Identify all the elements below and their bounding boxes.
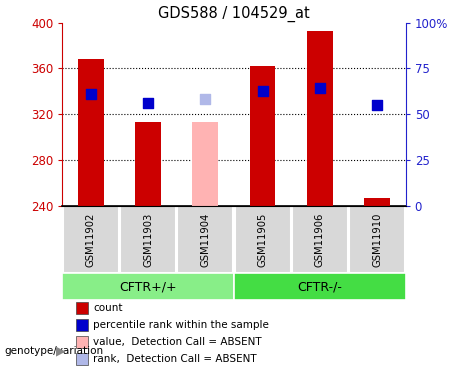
Title: GDS588 / 104529_at: GDS588 / 104529_at xyxy=(158,6,310,22)
Point xyxy=(144,100,152,106)
Bar xyxy=(364,198,390,206)
Text: ▶: ▶ xyxy=(56,344,66,357)
Text: percentile rank within the sample: percentile rank within the sample xyxy=(93,320,269,330)
FancyBboxPatch shape xyxy=(63,206,119,273)
Text: value,  Detection Call = ABSENT: value, Detection Call = ABSENT xyxy=(93,337,262,347)
Text: GSM11906: GSM11906 xyxy=(315,213,325,267)
Text: GSM11902: GSM11902 xyxy=(86,213,96,267)
Bar xyxy=(192,122,218,206)
Bar xyxy=(76,302,88,314)
Text: GSM11903: GSM11903 xyxy=(143,213,153,267)
Point xyxy=(373,102,381,108)
FancyBboxPatch shape xyxy=(235,206,290,273)
FancyBboxPatch shape xyxy=(177,206,233,273)
FancyBboxPatch shape xyxy=(349,206,405,273)
Text: CFTR+/+: CFTR+/+ xyxy=(119,280,177,293)
Text: rank,  Detection Call = ABSENT: rank, Detection Call = ABSENT xyxy=(93,354,257,364)
Bar xyxy=(76,336,88,348)
Text: GSM11905: GSM11905 xyxy=(258,213,267,267)
Text: genotype/variation: genotype/variation xyxy=(5,346,104,355)
Point xyxy=(87,90,95,96)
Text: GSM11910: GSM11910 xyxy=(372,213,382,267)
Text: CFTR-/-: CFTR-/- xyxy=(297,280,342,293)
FancyBboxPatch shape xyxy=(234,273,406,300)
Bar xyxy=(78,59,104,206)
Text: GSM11904: GSM11904 xyxy=(201,213,210,267)
FancyBboxPatch shape xyxy=(62,273,234,300)
FancyBboxPatch shape xyxy=(120,206,176,273)
Text: count: count xyxy=(93,303,123,313)
Bar xyxy=(307,30,333,206)
FancyBboxPatch shape xyxy=(292,206,348,273)
Point xyxy=(316,85,324,91)
Bar xyxy=(135,122,161,206)
Bar xyxy=(76,353,88,365)
Point xyxy=(259,88,266,94)
Point xyxy=(201,96,209,102)
Bar xyxy=(250,66,276,206)
Bar xyxy=(76,319,88,331)
